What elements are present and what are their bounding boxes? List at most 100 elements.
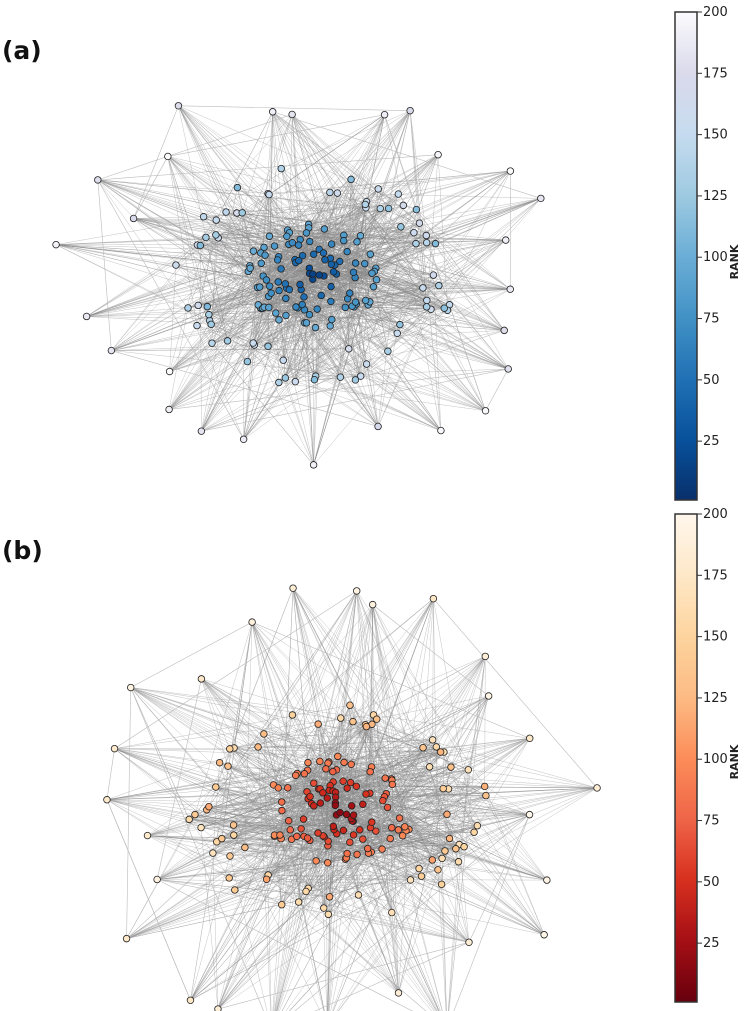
colorbar-b-tick-label: 25 [703,936,720,951]
edge [442,695,489,789]
node [401,823,409,831]
edge [390,838,399,993]
node [281,374,290,382]
node [165,367,174,376]
edge [190,854,358,1001]
node [434,866,442,874]
edge [314,942,470,1011]
edge [327,590,357,863]
edge [373,714,530,739]
edge [272,111,427,236]
edge [133,156,169,219]
node [394,989,403,997]
node [226,745,234,753]
edge [426,239,506,301]
node [212,231,220,239]
edge [275,312,341,378]
edge [201,678,329,842]
node [309,461,318,469]
edge [130,687,373,725]
edge [328,738,530,763]
edge [97,179,217,221]
node [324,910,333,919]
edge [211,114,293,344]
edge [226,211,506,241]
edge [208,656,486,807]
node [288,711,297,719]
node [304,758,312,767]
edge [355,154,439,264]
edge [459,656,486,845]
edge [249,265,511,290]
edge [304,239,506,311]
edge [328,840,470,943]
node [465,938,473,946]
node [310,802,318,810]
colorbar-b: 25 50 75 100 125 150 175 200 RANK [674,507,741,1003]
edge [391,656,486,913]
edge [86,245,275,317]
edge [190,769,469,1001]
edge [263,239,506,248]
node [327,282,335,291]
node [320,904,328,912]
node [373,715,381,723]
edge [261,114,385,264]
node [376,204,384,213]
node [205,802,213,811]
edge [147,835,369,854]
node [122,934,131,943]
edge [168,192,331,410]
node [127,683,135,692]
edge [375,154,439,269]
node [394,190,402,198]
node [246,264,254,272]
node [368,818,376,826]
edge [387,170,511,352]
edge [292,588,334,792]
edge [391,695,489,781]
node [372,276,381,284]
edge [189,656,486,820]
edge [278,604,373,789]
node [343,247,351,256]
node [257,259,265,267]
edge [433,598,439,870]
edge [356,170,511,243]
edge [217,901,299,1010]
edge [234,889,470,943]
edge [147,806,209,836]
node [425,763,434,771]
edge [371,724,598,789]
edge [126,797,328,939]
edge [268,787,598,876]
edge [233,824,319,834]
edge [349,154,439,294]
edge [217,783,315,1010]
edge [97,179,244,440]
node [356,232,365,240]
edge [314,114,385,380]
edge [377,309,432,427]
edge [278,319,314,465]
node [310,250,318,258]
edge [211,324,442,431]
node [199,213,208,221]
node [412,205,421,214]
edge [97,114,293,181]
edge [169,307,346,372]
node [368,600,377,609]
edge [371,738,530,768]
node [296,280,304,289]
edge [260,198,541,308]
node [340,758,348,767]
node [343,784,351,792]
node [412,239,420,248]
edge [106,799,191,1001]
edge [398,695,489,831]
edge [345,787,598,860]
edges-a [55,105,542,466]
edge [156,678,202,880]
edge [168,110,411,410]
edge [398,193,505,331]
